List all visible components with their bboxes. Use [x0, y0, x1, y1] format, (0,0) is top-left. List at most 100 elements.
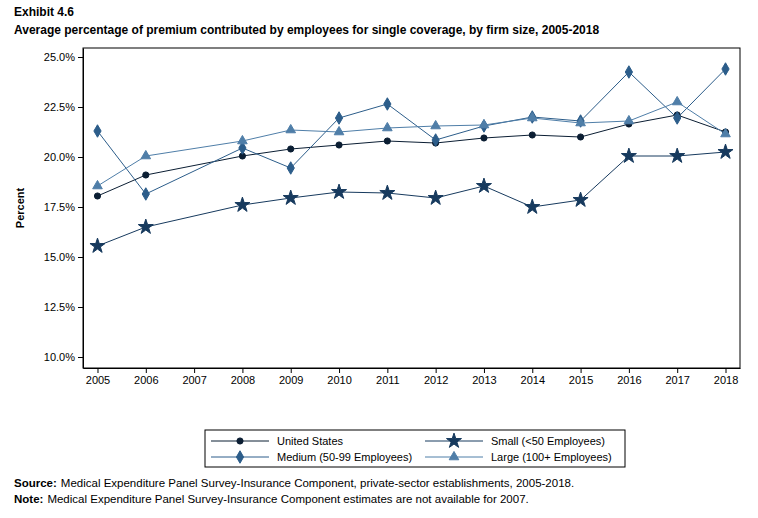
series-marker	[380, 185, 395, 199]
series-marker	[672, 96, 682, 104]
x-tick: 2008	[231, 368, 255, 386]
y-tick-mark	[78, 207, 83, 208]
series-marker	[721, 128, 731, 136]
series-marker	[335, 112, 342, 124]
annotation-text: Medical Expenditure Panel Survey-Insuran…	[47, 493, 528, 505]
title: Average percentage of premium contribute…	[14, 23, 599, 37]
x-tick-mark	[291, 368, 292, 373]
series-marker	[235, 197, 250, 211]
series-marker	[143, 172, 149, 178]
plot-frame	[83, 48, 740, 368]
header: Exhibit 4.6	[14, 5, 74, 19]
x-tick-label: 2014	[521, 374, 545, 386]
series-line	[97, 69, 725, 194]
legend-marker	[449, 451, 459, 459]
x-axis-line	[84, 368, 741, 369]
x-tick-label: 2012	[424, 374, 448, 386]
y-tick-mark	[78, 357, 83, 358]
series-marker	[674, 112, 681, 124]
y-tick: 15.0%	[44, 251, 83, 263]
y-tick-mark	[78, 107, 83, 108]
series-marker	[432, 134, 439, 146]
series-marker	[94, 125, 101, 137]
y-tick-label: 22.5%	[44, 101, 75, 113]
x-tick-label: 2007	[182, 374, 206, 386]
x-tick-label: 2018	[714, 374, 738, 386]
annotation-label: Source:	[14, 477, 57, 489]
x-tick: 2011	[376, 368, 400, 386]
x-tick-mark	[581, 368, 582, 373]
series-marker	[428, 190, 443, 204]
series-marker	[670, 148, 685, 162]
x-tick-mark	[146, 368, 147, 373]
y-axis: 10.0%12.5%15.0%17.5%20.0%22.5%25.0%	[44, 49, 84, 369]
x-tick-mark	[194, 368, 195, 373]
series-marker	[479, 119, 489, 127]
series-marker	[288, 146, 294, 152]
series-marker	[283, 190, 298, 204]
x-tick-mark	[242, 368, 243, 373]
x-tick: 2009	[279, 368, 303, 386]
annotation-label: Note:	[14, 493, 43, 505]
series-marker	[286, 124, 296, 132]
x-tick: 2012	[424, 368, 448, 386]
legend-box	[205, 430, 625, 467]
legend: United StatesSmall (<50 Employees)Medium…	[205, 430, 625, 467]
series-line	[97, 102, 725, 186]
x-tick-mark	[484, 368, 485, 373]
series-marker	[525, 199, 540, 213]
x-tick-label: 2008	[231, 374, 255, 386]
x-tick-mark	[726, 368, 727, 373]
legend-item: United States	[211, 435, 344, 447]
series-marker	[334, 126, 344, 134]
x-tick-mark	[97, 368, 98, 373]
y-tick-mark	[78, 157, 83, 158]
series-marker	[573, 192, 588, 206]
x-tick: 2017	[665, 368, 689, 386]
x-tick-label: 2013	[472, 374, 496, 386]
y-tick: 10.0%	[44, 351, 83, 363]
x-tick-mark	[532, 368, 533, 373]
x-tick: 2006	[134, 368, 158, 386]
series-marker	[576, 117, 586, 125]
y-tick-label: 20.0%	[44, 151, 75, 163]
series-marker	[383, 122, 393, 130]
series-marker	[138, 219, 153, 233]
series-marker	[527, 112, 537, 120]
y-tick: 20.0%	[44, 151, 83, 163]
x-tick-label: 2006	[134, 374, 158, 386]
annotation: Source: Medical Expenditure Panel Survey-…	[14, 477, 574, 489]
series-marker	[624, 115, 634, 123]
x-tick: 2007	[182, 368, 206, 386]
legend-marker	[236, 451, 243, 463]
series-line	[97, 152, 725, 246]
series-marker	[481, 135, 487, 141]
x-tick: 2015	[569, 368, 593, 386]
series-marker	[384, 98, 391, 110]
series-marker	[529, 132, 535, 138]
series-marker	[336, 142, 342, 148]
x-tick-label: 2005	[86, 374, 110, 386]
legend-marker	[446, 433, 461, 447]
series-marker	[142, 188, 149, 200]
series-marker	[476, 178, 491, 192]
y-tick-label: 12.5%	[44, 301, 75, 313]
plot-area	[90, 63, 733, 253]
series-marker	[238, 135, 248, 143]
x-tick-label: 2010	[327, 374, 351, 386]
x-tick: 2010	[327, 368, 351, 386]
legend-label: Small (<50 Employees)	[491, 435, 605, 447]
y-tick-label: 17.5%	[44, 201, 75, 213]
x-tick-mark	[629, 368, 630, 373]
legend-marker	[237, 438, 243, 444]
y-tick-mark	[78, 307, 83, 308]
x-tick-label: 2016	[617, 374, 641, 386]
x-tick: 2005	[86, 368, 110, 386]
y-tick: 12.5%	[44, 301, 83, 313]
y-tick-mark	[78, 257, 83, 258]
annotation-text: Medical Expenditure Panel Survey-Insuran…	[61, 477, 574, 489]
x-tick: 2016	[617, 368, 641, 386]
x-tick-mark	[339, 368, 340, 373]
chart: Exhibit 4.6 Average percentage of premium…	[0, 0, 758, 518]
y-tick: 22.5%	[44, 101, 83, 113]
